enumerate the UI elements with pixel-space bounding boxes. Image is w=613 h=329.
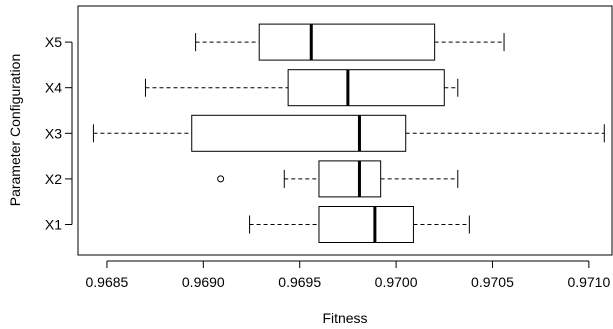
box-x4 bbox=[144, 69, 459, 107]
box-iqr bbox=[287, 69, 445, 107]
y-tick-label: X1 bbox=[45, 217, 62, 233]
y-tick-label: X3 bbox=[45, 125, 62, 141]
box-series bbox=[92, 23, 605, 243]
box-x3 bbox=[92, 114, 605, 152]
box-iqr bbox=[318, 160, 382, 198]
box-x1 bbox=[249, 206, 470, 243]
x-tick-label: 0.9685 bbox=[86, 274, 129, 290]
box-x5 bbox=[195, 23, 505, 61]
x-tick-label: 0.9705 bbox=[471, 274, 514, 290]
plot-frame bbox=[77, 5, 613, 256]
box-iqr bbox=[191, 114, 407, 152]
x-axis: 0.9685 0.9690 0.9695 0.9700 0.9705 0.9710 bbox=[86, 260, 610, 290]
y-tick-label: X2 bbox=[45, 171, 62, 187]
box-iqr bbox=[258, 23, 436, 61]
y-tick-label: X5 bbox=[45, 34, 62, 50]
x-axis-label: Fitness bbox=[322, 310, 367, 326]
y-axis-label: Parameter Configuration bbox=[7, 54, 23, 207]
y-axis: X1 X2 X3 X4 X5 bbox=[45, 34, 73, 233]
x-tick-label: 0.9690 bbox=[182, 274, 225, 290]
x-tick-label: 0.9710 bbox=[567, 274, 610, 290]
outlier-point bbox=[217, 175, 225, 183]
x-tick-label: 0.9695 bbox=[278, 274, 321, 290]
x-tick-label: 0.9700 bbox=[375, 274, 418, 290]
box-iqr bbox=[318, 206, 414, 243]
y-tick-label: X4 bbox=[45, 80, 62, 96]
box-x2 bbox=[217, 160, 459, 198]
